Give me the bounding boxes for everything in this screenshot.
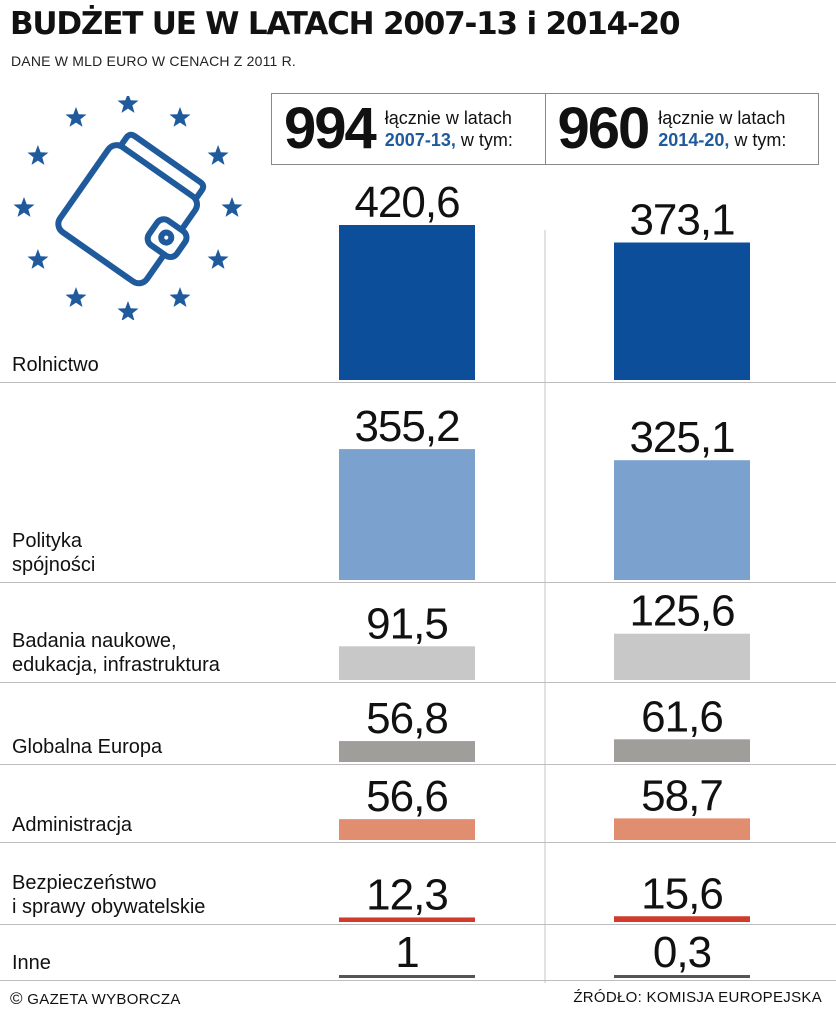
star-icon [117,96,139,113]
star-icon [27,145,49,165]
total-value: 960 [557,96,651,161]
category-label: Globalna Europa [12,736,163,758]
total-suffix: w tym: [734,130,787,150]
value-label: 420,6 [354,178,459,227]
total-years: 2007-13, [384,130,456,150]
star-icon [207,249,229,269]
wallet-shape [55,131,207,287]
total-2014-20: 960 łącznie w latach 2014-20, w tym: [544,94,819,164]
bar [339,975,475,978]
star-icon [117,301,139,320]
total-suffix: w tym: [460,130,513,150]
copyright-symbol: © [10,989,23,1008]
star-icon [169,287,191,307]
total-value: 994 [284,96,377,161]
value-label: 125,6 [629,587,734,636]
value-label: 355,2 [354,402,459,451]
page-subtitle: DANE W MLD EURO W CENACH Z 2011 R. [11,53,297,69]
bar [339,917,475,922]
star-icon [221,197,243,217]
category-label: Rolnictwo [12,354,99,376]
eu-stars-icon [13,96,243,320]
chart-row: Badania naukowe,edukacja, infrastruktura… [0,587,836,683]
category-label: spójności [12,554,95,576]
total-label: łącznie w latach 2007-13, w tym: [385,107,513,151]
value-label: 1 [395,928,418,977]
bar [614,633,750,680]
value-label: 56,6 [366,772,448,821]
value-label: 12,3 [366,870,448,919]
star-icon [207,145,229,165]
category-label: Inne [12,952,51,974]
star-icon [27,249,49,269]
value-label: 15,6 [641,869,723,918]
bar [339,646,475,680]
totals-panel: 994 łącznie w latach 2007-13, w tym: 960… [271,93,819,165]
value-label: 61,6 [641,692,723,741]
bar [614,818,750,840]
bar [614,242,750,380]
bar [339,449,475,580]
chart-row: Administracja 56,6 58,7 [0,771,836,843]
bar [339,819,475,840]
value-label: 0,3 [653,928,711,977]
total-2007-13: 994 łącznie w latach 2007-13, w tym: [272,94,545,164]
footer-credit: © GAZETA WYBORCZA [10,989,181,1009]
value-label: 56,8 [366,694,448,743]
star-icon [65,287,87,307]
chart-row: Rolnictwo 420,6 373,1 [0,178,836,383]
category-label: edukacja, infrastruktura [12,654,221,676]
bar [614,975,750,978]
footer-publisher: GAZETA WYBORCZA [27,991,181,1008]
total-years: 2014-20, [658,130,730,150]
value-label: 58,7 [641,771,723,820]
star-icon [169,106,191,127]
star-icon [13,197,35,217]
star-icon [65,106,87,127]
value-label: 373,1 [629,196,734,245]
total-label: łącznie w latach 2014-20, w tym: [658,107,786,151]
value-label: 325,1 [629,413,734,462]
category-label: Badania naukowe, [12,630,177,652]
value-label: 91,5 [366,599,448,648]
bar [614,739,750,762]
chart-row: Inne 1 0,3 [0,928,836,981]
wallet-icon [13,96,243,320]
bar [339,741,475,762]
category-label: Bezpieczeństwo [12,872,157,894]
footer-source: ŹRÓDŁO: KOMISJA EUROPEJSKA [573,989,822,1006]
total-label-prefix: łącznie w latach [658,108,786,128]
category-label: Administracja [12,814,133,836]
bar [339,225,475,380]
chart-row: Globalna Europa 56,8 61,6 [0,692,836,765]
bar [614,460,750,580]
page-title: BUDŻET UE W LATACH 2007-13 i 2014-20 [10,6,681,42]
category-label: Polityka [12,530,83,552]
total-label-prefix: łącznie w latach [384,108,512,128]
bar [614,916,750,922]
category-label: i sprawy obywatelskie [12,896,205,918]
